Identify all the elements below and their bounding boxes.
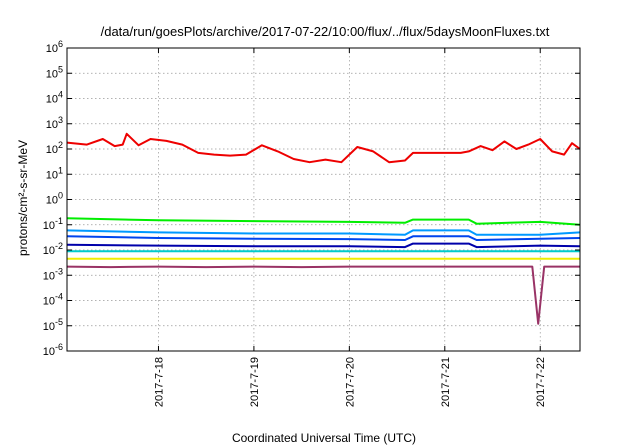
- y-tick-label: 104: [46, 90, 63, 106]
- grid: [67, 48, 580, 351]
- series-group: [66, 132, 581, 325]
- series-line-2: [66, 217, 581, 226]
- y-tick-label: 102: [46, 140, 63, 156]
- x-tick-labels: 2017-7-18 2017-7-19 2017-7-20 2017-7-21 2017…: [153, 357, 547, 407]
- series-line-5: [66, 242, 581, 249]
- y-tick-label: 105: [46, 64, 63, 80]
- x-axis-label: Coordinated Universal Time (UTC): [232, 431, 416, 445]
- y-tick-label: 103: [46, 115, 63, 131]
- series-line-3: [66, 229, 581, 236]
- y-tick-label: 100: [46, 191, 63, 207]
- series-line-4: [66, 235, 581, 241]
- y-tick-label: 10-3: [43, 266, 63, 282]
- x-tick-label: 2017-7-18: [153, 357, 165, 407]
- x-tick-label: 2017-7-21: [440, 357, 452, 407]
- y-tick-label: 10-4: [43, 292, 63, 308]
- y-tick-labels: 10-6 10-5 10-4 10-3 10-2 10-1 100 101 102 103 104 1…: [43, 39, 63, 358]
- series-line-8: [66, 265, 580, 325]
- y-tick-label: 10-5: [43, 317, 63, 333]
- y-tick-label: 10-2: [43, 241, 63, 257]
- x-tick-label: 2017-7-22: [535, 357, 547, 407]
- y-tick-label: 10-6: [43, 342, 63, 358]
- y-axis-label: protons/cm²-s-sr-MeV: [16, 140, 30, 256]
- y-tick-label: 101: [46, 165, 63, 181]
- y-tick-label: 10-1: [43, 216, 63, 232]
- axis-ticks: [67, 47, 580, 352]
- x-tick-label: 2017-7-19: [249, 357, 261, 407]
- x-tick-label: 2017-7-20: [344, 357, 356, 407]
- y-tick-label: 106: [46, 39, 63, 55]
- chart-title: /data/run/goesPlots/archive/2017-07-22/1…: [101, 24, 550, 39]
- series-line-1: [66, 132, 581, 164]
